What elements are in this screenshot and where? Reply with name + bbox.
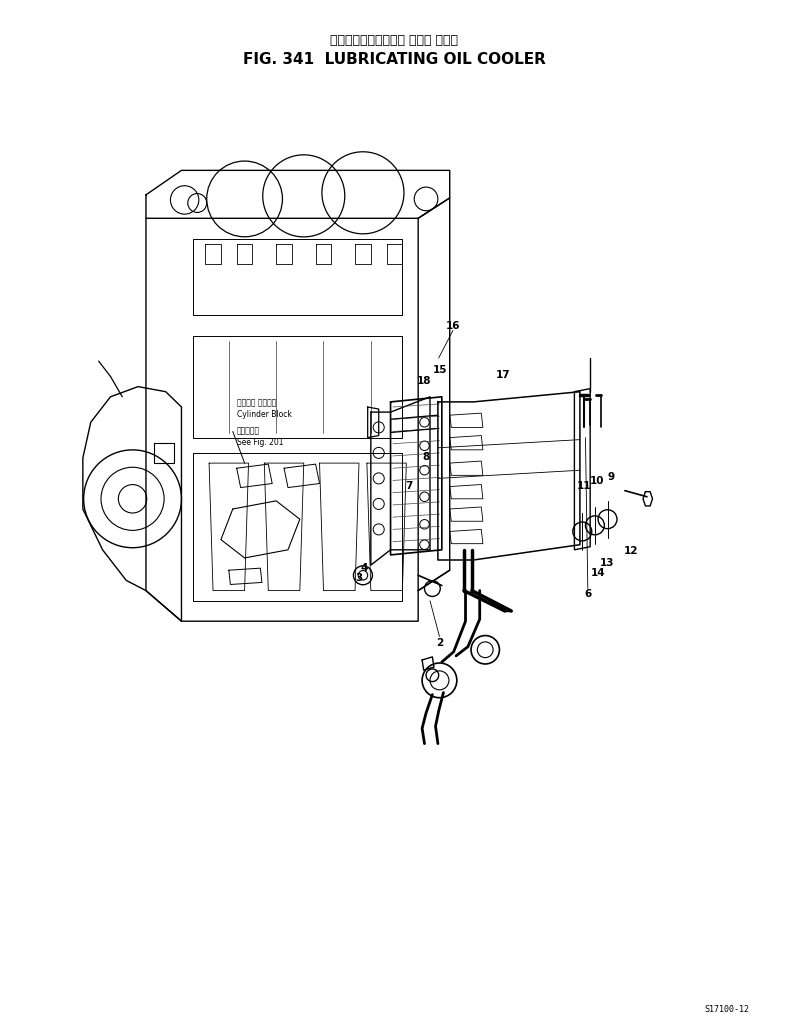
Text: 9: 9 — [608, 472, 615, 482]
Text: シリンダ ブロック
Cylinder Block: シリンダ ブロック Cylinder Block — [237, 398, 292, 419]
Text: 参照図番号
See Fig. 201: 参照図番号 See Fig. 201 — [237, 426, 283, 446]
Text: 12: 12 — [624, 545, 638, 555]
Text: S17100-12: S17100-12 — [705, 1005, 750, 1013]
Text: 8: 8 — [422, 451, 430, 462]
Text: 10: 10 — [590, 476, 604, 486]
Text: 16: 16 — [446, 321, 460, 331]
Text: 6: 6 — [584, 588, 592, 598]
Text: 4: 4 — [361, 562, 368, 573]
Text: 11: 11 — [577, 480, 591, 490]
Text: 18: 18 — [417, 376, 431, 386]
Text: 7: 7 — [405, 480, 413, 490]
Text: ルーブリケーティング オイル クーラ: ルーブリケーティング オイル クーラ — [331, 35, 458, 47]
Text: FIG. 341  LUBRICATING OIL COOLER: FIG. 341 LUBRICATING OIL COOLER — [243, 52, 546, 66]
Text: 2: 2 — [436, 637, 443, 647]
Text: 17: 17 — [496, 370, 510, 380]
Text: 13: 13 — [600, 557, 615, 568]
Text: 3: 3 — [355, 573, 363, 583]
Text: 14: 14 — [591, 568, 605, 578]
Text: 15: 15 — [433, 365, 447, 375]
